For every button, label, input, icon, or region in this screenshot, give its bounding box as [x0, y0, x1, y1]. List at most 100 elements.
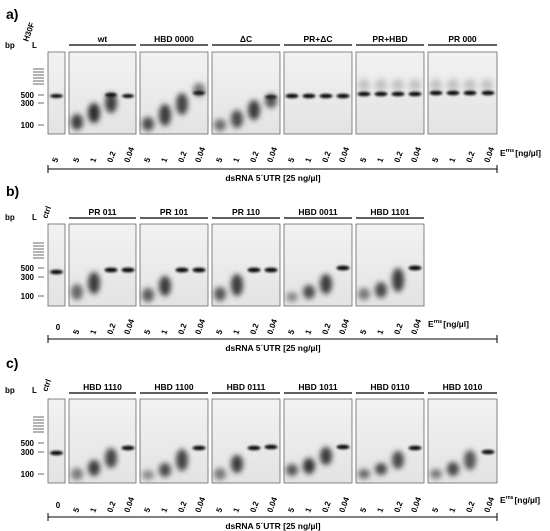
- svg-text:0.04: 0.04: [409, 145, 423, 163]
- lane-concentration-labels: 5 5 1 0.2 0.04 5 1 0.2 0.04 5 1 0.2 0.04…: [50, 145, 496, 163]
- svg-text:5: 5: [286, 506, 296, 514]
- gel-group-hbd-0110: HBD 0110: [355, 382, 425, 484]
- svg-text:0.2: 0.2: [248, 150, 260, 164]
- svg-text:0.04: 0.04: [122, 145, 136, 163]
- gel-title: HBD 0000: [154, 34, 194, 44]
- svg-text:0.04: 0.04: [482, 495, 496, 513]
- ladder-label: L: [32, 386, 37, 395]
- panel-label-a: a): [6, 6, 18, 22]
- gel-group-hbd-0000: HBD 0000: [139, 34, 209, 135]
- svg-text:0.04: 0.04: [122, 317, 136, 335]
- svg-text:0: 0: [56, 501, 61, 510]
- size-unit-label: bp: [5, 386, 15, 395]
- gel-title: ΔC: [240, 34, 252, 44]
- svg-text:HBD 0011: HBD 0011: [298, 207, 337, 217]
- gel-group-pr-delta-c: PR+ΔC: [283, 34, 353, 135]
- svg-text:0.04: 0.04: [122, 495, 136, 513]
- svg-text:0.2: 0.2: [464, 500, 476, 514]
- marker-label-300: 300: [21, 448, 35, 457]
- svg-text:0.2: 0.2: [392, 500, 404, 514]
- svg-text:0.04: 0.04: [265, 145, 279, 163]
- panel-label-b: b): [6, 183, 19, 199]
- svg-text:5: 5: [142, 156, 152, 164]
- control-gel: [47, 223, 66, 307]
- svg-text:PR 101: PR 101: [160, 207, 189, 217]
- gel-group-hbd-0111: HBD 0111: [211, 382, 281, 484]
- svg-text:PR 011: PR 011: [89, 207, 117, 217]
- svg-text:1: 1: [88, 328, 98, 336]
- svg-text:0.04: 0.04: [409, 317, 423, 335]
- control-band: [50, 94, 63, 98]
- gel-title: PR+ΔC: [303, 34, 332, 44]
- gel-group-hbd-0011: HBD 0011: [283, 207, 353, 307]
- svg-text:0.2: 0.2: [392, 150, 404, 164]
- svg-text:1: 1: [375, 328, 385, 336]
- gel-group-hbd-1101: HBD 1101: [355, 207, 425, 307]
- svg-text:1: 1: [231, 328, 241, 336]
- marker-label-500: 500: [21, 91, 35, 100]
- svg-text:1: 1: [159, 506, 169, 514]
- svg-text:1: 1: [231, 506, 241, 514]
- lane-concentration-labels: 0 5 1 0.2 0.04 5 1 0.2 0.04 5 1 0.2 0.04…: [56, 317, 424, 335]
- svg-text:5: 5: [286, 156, 296, 164]
- concentration-unit-label: Erns[ng/µl]: [500, 148, 541, 158]
- svg-text:HBD 1010: HBD 1010: [443, 382, 483, 392]
- svg-text:0.04: 0.04: [409, 495, 423, 513]
- control-gel: [47, 398, 66, 484]
- svg-text:0.2: 0.2: [248, 322, 260, 336]
- ladder-label: L: [32, 41, 37, 50]
- control-lane-label: H30F: [21, 21, 36, 43]
- svg-text:Erns[ng/µl]: Erns[ng/µl]: [428, 319, 469, 329]
- panel-label-c: c): [6, 355, 18, 371]
- size-unit-label: bp: [5, 213, 15, 222]
- control-lane-label: ctrl: [40, 205, 53, 220]
- marker-label-100: 100: [21, 121, 35, 130]
- svg-text:0.2: 0.2: [105, 322, 117, 336]
- svg-text:1: 1: [375, 506, 385, 514]
- svg-text:5: 5: [50, 156, 60, 164]
- axis-bracket: [47, 335, 498, 343]
- axis-label: dsRNA 5´UTR [25 ng/µl]: [225, 173, 320, 183]
- svg-text:0.2: 0.2: [105, 500, 117, 514]
- svg-text:0.2: 0.2: [320, 322, 332, 336]
- svg-text:5: 5: [358, 328, 368, 336]
- svg-text:HBD 1011: HBD 1011: [298, 382, 337, 392]
- svg-text:0: 0: [56, 323, 61, 332]
- axis-bracket: [47, 513, 498, 521]
- svg-text:5: 5: [142, 328, 152, 336]
- svg-text:HBD 1100: HBD 1100: [154, 382, 193, 392]
- marker-label-100: 100: [21, 470, 35, 479]
- gel-group-pr-110: PR 110: [211, 207, 281, 307]
- svg-text:0.04: 0.04: [193, 495, 207, 513]
- svg-text:0.04: 0.04: [265, 495, 279, 513]
- svg-text:1: 1: [303, 328, 313, 336]
- axis-label: dsRNA 5´UTR [25 ng/µl]: [225, 521, 320, 531]
- gel-group-pr-011: PR 011: [68, 207, 137, 307]
- svg-text:0.2: 0.2: [248, 500, 260, 514]
- lane-concentration-labels: 0 5 1 0.2 0.04 5 1 0.2 0.04 5 1 0.2 0.04…: [56, 495, 497, 513]
- svg-text:0.2: 0.2: [176, 500, 188, 514]
- control-gel: [47, 51, 66, 135]
- svg-text:0.2: 0.2: [320, 500, 332, 514]
- ladder-ticks: [33, 416, 44, 475]
- svg-text:5: 5: [142, 506, 152, 514]
- gel-group-hbd-1110: HBD 1110: [68, 382, 137, 484]
- ladder-ticks: [33, 242, 44, 297]
- marker-label-100: 100: [21, 292, 35, 301]
- marker-label-500: 500: [21, 264, 35, 273]
- svg-text:0.04: 0.04: [193, 317, 207, 335]
- gel-group-pr-101: PR 101: [139, 207, 209, 307]
- svg-text:1: 1: [447, 506, 457, 514]
- size-unit-label: bp: [5, 41, 15, 50]
- svg-text:Erns[ng/µl]: Erns[ng/µl]: [500, 148, 541, 158]
- gel-title: wt: [97, 34, 108, 44]
- svg-text:0.2: 0.2: [176, 322, 188, 336]
- svg-text:1: 1: [303, 156, 313, 164]
- concentration-unit-label: Erns[ng/µl]: [428, 319, 469, 329]
- svg-text:1: 1: [159, 328, 169, 336]
- gel-group-pr-hbd: PR+HBD: [355, 34, 425, 135]
- svg-text:HBD 1101: HBD 1101: [370, 207, 409, 217]
- gel-title: PR+HBD: [372, 34, 407, 44]
- svg-text:5: 5: [71, 156, 81, 164]
